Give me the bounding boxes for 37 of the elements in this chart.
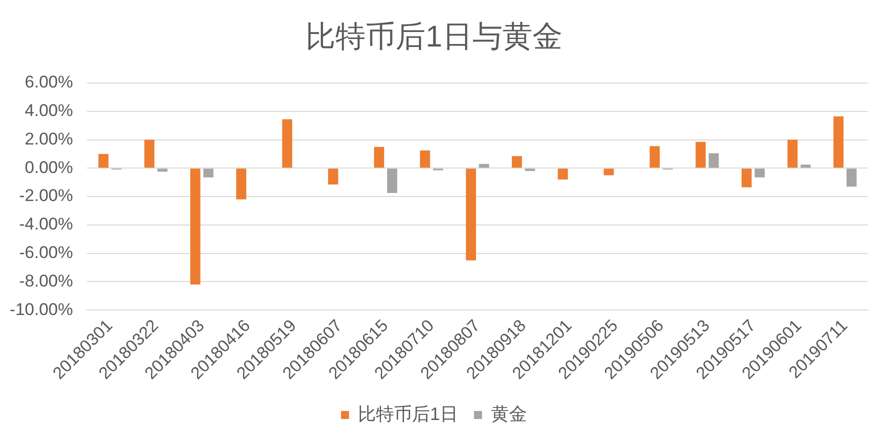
bar (846, 168, 857, 187)
bar (236, 168, 246, 200)
bar (708, 153, 719, 168)
bar (604, 168, 614, 176)
bar (374, 146, 384, 168)
y-tick-label: -8.00% (19, 271, 73, 290)
bar (190, 168, 200, 285)
bar (157, 168, 168, 172)
legend-label: 比特币后1日 (358, 404, 458, 424)
bar (558, 168, 568, 180)
y-tick-label: 2.00% (24, 129, 73, 148)
bar (512, 156, 522, 168)
bar (742, 168, 752, 188)
bar (466, 168, 476, 260)
bar (282, 119, 292, 168)
bar (203, 168, 214, 178)
y-tick-label: -2.00% (19, 186, 73, 206)
y-tick-label: 4.00% (24, 101, 73, 120)
bar (98, 154, 108, 168)
y-tick-label: 0.00% (24, 158, 73, 177)
bar (754, 168, 765, 178)
y-tick-label: -4.00% (19, 214, 73, 234)
bar (833, 116, 844, 168)
bar (788, 140, 798, 168)
chart-title: 比特币后1日与黄金 (306, 20, 562, 54)
bar (650, 146, 660, 168)
bar (479, 164, 490, 168)
bar (800, 164, 811, 168)
bar (328, 168, 338, 184)
bar (696, 142, 706, 168)
y-tick-label: -6.00% (19, 243, 73, 262)
bar (387, 168, 398, 193)
y-tick-label: 6.00% (24, 72, 73, 92)
bar (144, 140, 154, 168)
bar (420, 150, 430, 168)
y-tick-label: -10.00% (10, 300, 73, 319)
legend-label: 黄金 (491, 404, 528, 424)
